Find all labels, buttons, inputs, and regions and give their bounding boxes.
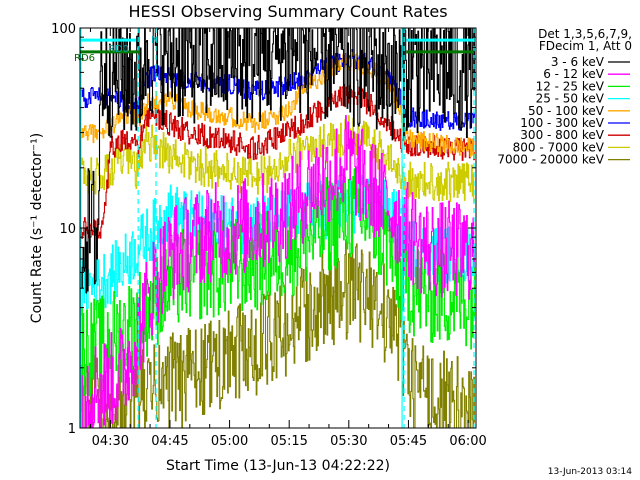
x-tick-label: 06:00: [449, 434, 486, 449]
legend-header: FDecim 1, Att 0: [539, 39, 632, 53]
legend-label: 12 - 25 keV: [536, 79, 605, 93]
series-line-50-100keV: [80, 51, 475, 159]
x-tick-label: 04:30: [92, 434, 129, 449]
series-line-800-7000keV: [80, 115, 475, 203]
legend-label: 800 - 7000 keV: [513, 140, 605, 154]
x-axis: 04:30 04:45 05:00 05:15 05:30 05:45 06:00: [89, 28, 487, 449]
footer-date: 13-Jun-2013 03:14: [548, 467, 632, 477]
legend-label: 7000 - 20000 keV: [497, 153, 604, 167]
attenuator-label-rd0: RD0: [108, 44, 129, 55]
x-axis-label: Start Time (13-Jun-13 04:22:22): [166, 458, 390, 474]
x-tick-label: 05:30: [330, 434, 367, 449]
series-line-6-12keV: [80, 115, 475, 428]
y-tick-label: 100: [51, 22, 76, 37]
series-line-7000-20000keV: [80, 239, 475, 428]
legend-header: Det 1,3,5,6,7,9,: [538, 27, 632, 41]
chart-title: HESSI Observing Summary Count Rates: [128, 2, 447, 21]
legend: Det 1,3,5,6,7,9,FDecim 1, Att 0 3 - 6 keV…: [497, 27, 632, 167]
y-tick-label: 1: [68, 422, 76, 437]
y-tick-label: 10: [59, 222, 76, 237]
x-tick-label: 05:45: [390, 434, 427, 449]
series-group: [80, 28, 475, 428]
x-tick-label: 04:45: [151, 434, 188, 449]
legend-label: 300 - 800 keV: [520, 128, 604, 142]
y-axis: 1 10 100: [51, 22, 476, 437]
series-line-3-6keV: [80, 28, 475, 294]
legend-label: 3 - 6 keV: [551, 55, 605, 69]
legend-label: 6 - 12 keV: [543, 67, 605, 81]
legend-label: 50 - 100 keV: [528, 104, 605, 118]
attenuator-label-rd6: RD6: [74, 53, 95, 64]
y-axis-label: Count Rate (s⁻¹ detector⁻¹): [29, 133, 45, 323]
legend-label: 100 - 300 keV: [520, 116, 604, 130]
x-tick-label: 05:00: [211, 434, 248, 449]
x-tick-label: 05:15: [270, 434, 307, 449]
attenuator-label-n: N: [151, 35, 158, 46]
axes: 1 10 100 04:30 04:45 05:00 05:15 05:30 05:45 06:0…: [51, 22, 487, 449]
legend-label: 25 - 50 keV: [536, 92, 605, 106]
